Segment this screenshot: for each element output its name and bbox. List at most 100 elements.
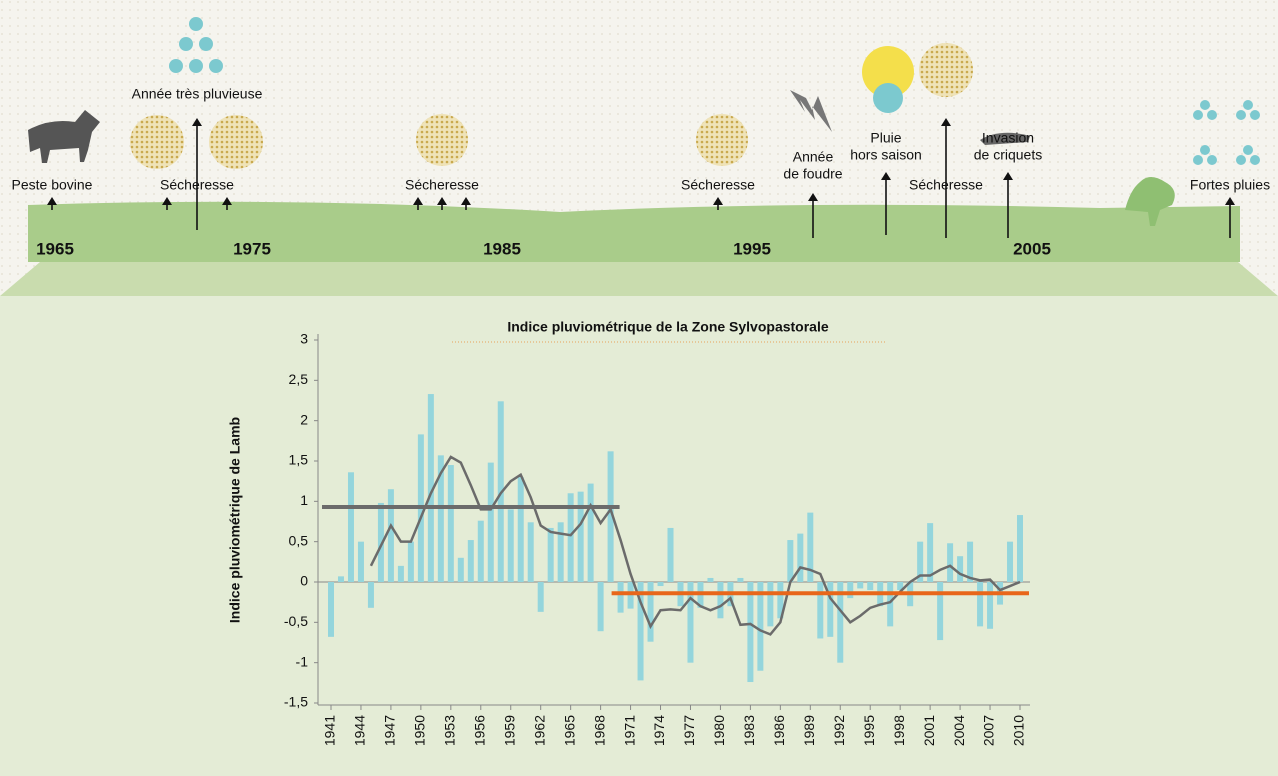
bar: [488, 463, 494, 582]
bar: [468, 540, 474, 582]
bar: [558, 522, 564, 582]
x-tick-label: 1962: [531, 715, 547, 746]
chart-title: Indice pluviométrique de la Zone Sylvopa…: [507, 319, 829, 335]
bar: [977, 582, 983, 626]
bar: [388, 489, 394, 582]
bar: [628, 582, 634, 609]
y-tick-label: 2: [300, 411, 308, 427]
event-label: Fortes pluies: [1190, 177, 1270, 193]
x-tick-label: 1959: [501, 715, 517, 746]
bar: [478, 521, 484, 582]
y-tick-label: -1,5: [284, 694, 308, 710]
bar: [348, 472, 354, 582]
bar: [947, 543, 953, 582]
green-band: [28, 202, 1240, 262]
y-tick-label: 2,5: [289, 371, 309, 387]
x-tick-label: 1968: [591, 715, 607, 746]
x-tick-label: 2004: [951, 715, 967, 746]
y-tick-label: 0: [300, 573, 308, 589]
year-label: 1975: [233, 239, 271, 258]
bar: [448, 465, 454, 582]
bar: [817, 582, 823, 638]
bar: [937, 582, 943, 640]
y-tick-label: -1: [296, 653, 309, 669]
bar: [767, 582, 773, 626]
x-tick-label: 1998: [891, 715, 907, 746]
bar: [797, 534, 803, 582]
event-label: de foudre: [783, 166, 842, 182]
bar: [338, 576, 344, 582]
bar: [737, 578, 743, 582]
year-label: 2005: [1013, 239, 1051, 258]
bar: [717, 582, 723, 618]
x-tick-label: 1989: [801, 715, 817, 746]
bar: [508, 509, 514, 582]
x-tick-label: 2007: [981, 715, 997, 746]
bar: [668, 528, 674, 582]
x-tick-label: 1974: [651, 715, 667, 746]
bar: [588, 484, 594, 582]
y-tick-label: 1: [300, 492, 308, 508]
chart-panel: [0, 296, 1278, 776]
bar: [787, 540, 793, 582]
bar: [957, 556, 963, 582]
x-tick-label: 1941: [322, 715, 338, 746]
bar: [538, 582, 544, 612]
bar: [1017, 515, 1023, 582]
bar: [528, 522, 534, 582]
x-tick-label: 1947: [382, 715, 398, 746]
event-label: Pluie: [870, 130, 901, 146]
bar: [747, 582, 753, 682]
year-label: 1985: [483, 239, 521, 258]
bar: [618, 582, 624, 613]
infographic: 1965 1975 1985 1995 2005 Peste bovine Année tr…: [0, 0, 1278, 776]
event-label: hors saison: [850, 147, 922, 163]
bar: [398, 566, 404, 582]
y-axis-label: Indice pluviométrique de Lamb: [227, 417, 243, 623]
x-tick-label: 1980: [711, 715, 727, 746]
bar: [518, 477, 524, 582]
x-tick-label: 1977: [681, 715, 697, 746]
x-tick-label: 1992: [831, 715, 847, 746]
x-tick-label: 1956: [471, 715, 487, 746]
year-label: 1965: [36, 239, 74, 258]
x-tick-label: 1950: [412, 715, 428, 746]
y-tick-label: 0,5: [289, 532, 309, 548]
x-tick-label: 1986: [771, 715, 787, 746]
x-tick-label: 2001: [921, 715, 937, 746]
bar: [867, 582, 873, 590]
bar: [598, 582, 604, 631]
bar: [408, 542, 414, 582]
y-tick-label: -0,5: [284, 613, 308, 629]
x-tick-label: 1971: [621, 715, 637, 746]
bar: [847, 582, 853, 598]
event-label: de criquets: [974, 147, 1042, 163]
bar: [1007, 542, 1013, 582]
x-tick-label: 1944: [352, 715, 368, 746]
x-tick-label: 1953: [442, 715, 458, 746]
event-label: Invasion: [982, 130, 1034, 146]
event-label: Année: [793, 149, 834, 165]
x-tick-label: 2010: [1011, 715, 1027, 746]
x-tick-label: 1995: [861, 715, 877, 746]
bar: [328, 582, 334, 637]
bar: [648, 582, 654, 642]
year-label: 1995: [733, 239, 771, 258]
event-label: Sécheresse: [160, 177, 234, 193]
y-tick-label: 1,5: [289, 452, 309, 468]
bar: [548, 528, 554, 582]
event-label: Année très pluvieuse: [132, 86, 263, 102]
y-tick-label: 3: [300, 331, 308, 347]
x-tick-label: 1965: [561, 715, 577, 746]
bar: [857, 582, 863, 588]
bar: [658, 582, 664, 586]
event-label: Sécheresse: [681, 177, 755, 193]
event-label: Peste bovine: [12, 177, 93, 193]
bar: [707, 578, 713, 582]
bar: [987, 582, 993, 629]
bar: [368, 582, 374, 608]
x-tick-label: 1983: [741, 715, 757, 746]
bar: [458, 558, 464, 582]
band-base: [0, 262, 1278, 296]
bar: [887, 582, 893, 626]
